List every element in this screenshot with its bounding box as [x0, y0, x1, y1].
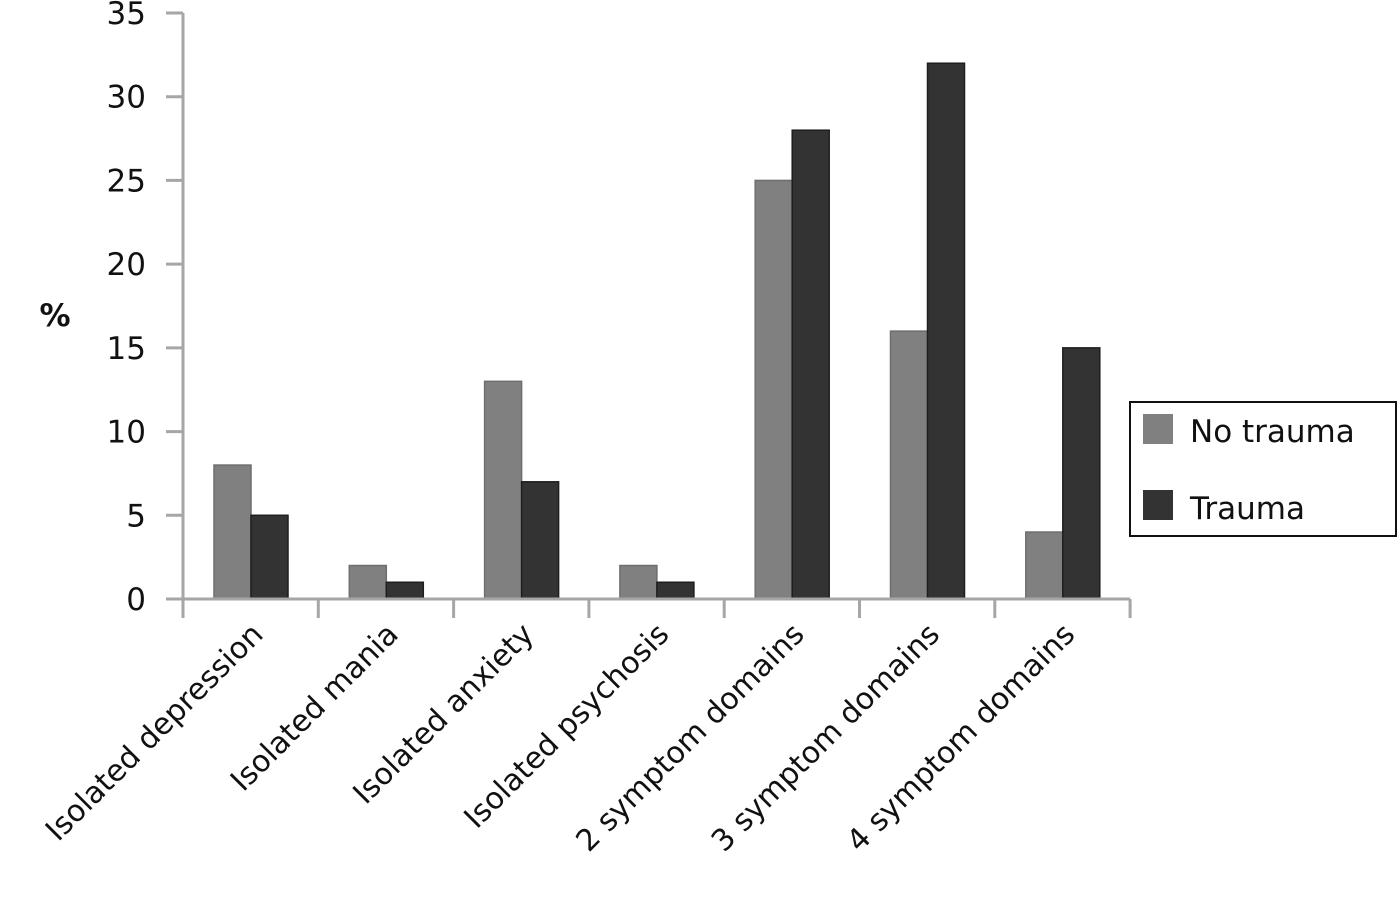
y-tick-label: 0: [126, 582, 146, 618]
chart-legend: No trauma Trauma: [1129, 401, 1397, 537]
y-axis-ticks: 0 5 10 15 20 25 30 35: [107, 0, 183, 618]
legend-swatch-trauma: [1143, 490, 1173, 520]
bar-no-trauma-3-symptom-domains: [889, 330, 929, 600]
x-category-label-isolated-depression: Isolated depression: [39, 617, 270, 848]
legend-label-no-trauma: No trauma: [1190, 414, 1355, 450]
bar-series-group: [213, 62, 1101, 600]
y-tick-label: 20: [107, 247, 146, 283]
bar-no-trauma-4-symptom-domains: [1025, 531, 1064, 600]
x-category-label-4-symptom-domains: 4 symptom domains: [840, 617, 1082, 859]
bar-group-isolated-anxiety: [483, 380, 560, 600]
y-tick-label: 10: [107, 415, 146, 451]
bar-trauma-4-symptom-domains: [1062, 347, 1101, 600]
bar-group-2-symptom-domains: [754, 129, 830, 600]
y-tick-label: 25: [107, 163, 146, 199]
bar-group-3-symptom-domains: [889, 62, 966, 600]
bar-no-trauma-isolated-mania: [348, 564, 388, 600]
bar-no-trauma-isolated-psychosis: [619, 564, 658, 600]
bar-no-trauma-2-symptom-domains: [754, 179, 793, 600]
bar-group-isolated-mania: [348, 564, 425, 600]
legend-border: [1129, 401, 1397, 537]
bar-group-isolated-depression: [213, 464, 289, 600]
bar-group-isolated-psychosis: [619, 564, 695, 600]
y-tick-label: 15: [107, 331, 146, 367]
bar-trauma-isolated-depression: [250, 514, 289, 600]
y-axis-label: %: [39, 298, 70, 334]
bar-trauma-isolated-psychosis: [656, 581, 695, 600]
bar-trauma-3-symptom-domains: [926, 62, 966, 600]
bar-trauma-2-symptom-domains: [791, 129, 830, 600]
bar-no-trauma-isolated-depression: [213, 464, 252, 600]
legend-item-no-trauma: No trauma: [1143, 414, 1355, 450]
legend-item-trauma: Trauma: [1143, 490, 1305, 527]
bar-trauma-isolated-mania: [385, 581, 425, 600]
legend-label-trauma: Trauma: [1189, 491, 1305, 527]
y-tick-label: 35: [107, 0, 146, 32]
y-tick-label: 5: [126, 498, 146, 534]
bar-trauma-isolated-anxiety: [520, 481, 560, 600]
legend-swatch-no-trauma: [1143, 414, 1173, 444]
chart-axes: [181, 13, 1131, 601]
x-category-label-2-symptom-domains: 2 symptom domains: [570, 617, 812, 859]
x-category-label-3-symptom-domains: 3 symptom domains: [705, 617, 947, 859]
bar-no-trauma-isolated-anxiety: [483, 380, 523, 600]
bar-group-4-symptom-domains: [1025, 347, 1101, 600]
y-tick-label: 30: [107, 80, 146, 116]
